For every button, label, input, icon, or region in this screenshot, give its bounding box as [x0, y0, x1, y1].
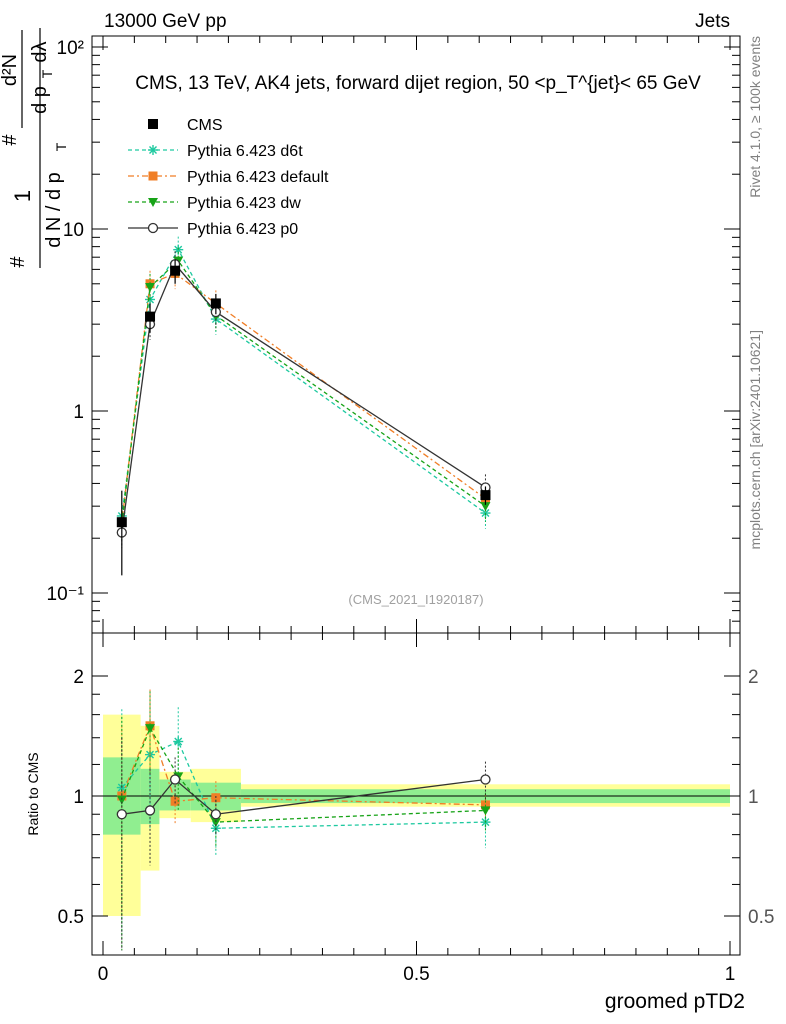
ratio-point — [144, 805, 156, 816]
energy-label: 13000 GeV pp — [104, 11, 227, 32]
series-layer — [116, 236, 491, 576]
legend-label: Pythia 6.423 p0 — [187, 221, 298, 238]
y-label-lambda: dλ — [29, 41, 51, 62]
y-label-numer-denom: d p — [29, 86, 51, 114]
legend-marker — [148, 145, 158, 155]
legend-item: Pythia 6.423 p0 — [128, 221, 298, 238]
series-line — [121, 259, 486, 524]
y-tick-label: 10 — [63, 220, 84, 241]
ratio-point — [170, 796, 180, 806]
legend-label: Pythia 6.423 dw — [187, 195, 301, 212]
ratio-tick-label-right: 0.5 — [748, 907, 774, 928]
data-point — [116, 517, 127, 528]
ratio-uncertainty-bands — [92, 714, 740, 916]
x-tick-label: 0.5 — [403, 964, 429, 985]
series-line — [121, 272, 486, 523]
legend-label: Pythia 6.423 d6t — [187, 143, 303, 160]
side-version-label: Rivet 4.1.0, ≥ 100k events — [747, 36, 763, 198]
series-star — [116, 236, 491, 532]
axis-ticks: 0 0.5 1 10⁻¹ 1 10 10² 0.5 0.5 1 1 2 2 — [47, 36, 774, 985]
data-point — [170, 265, 181, 276]
y-label-sub-2: T — [39, 69, 55, 78]
ratio-point — [480, 806, 491, 816]
ratio-line — [121, 740, 486, 829]
series-line — [121, 248, 486, 517]
series-line — [121, 263, 486, 533]
ratio-series-circle — [116, 737, 491, 951]
ratio-y-label: Ratio to CMS — [25, 752, 41, 835]
y-label-hash-2: # — [0, 134, 21, 146]
series-circle — [116, 251, 491, 549]
ratio-point — [480, 774, 491, 785]
data-point — [210, 298, 221, 309]
series-cms-data — [116, 259, 491, 576]
ratio-tick-label-right: 2 — [748, 667, 759, 688]
series-point — [145, 283, 156, 293]
legend-item: Pythia 6.423 dw — [128, 195, 301, 212]
legend-item: CMS — [148, 117, 223, 134]
legend-marker — [147, 222, 159, 234]
y-label-sub: T — [53, 142, 69, 151]
chart-title: CMS, 13 TeV, AK4 jets, forward dijet reg… — [135, 73, 701, 94]
series-triangle — [116, 247, 491, 540]
category-label: Jets — [695, 11, 730, 32]
legend-label: Pythia 6.423 default — [187, 169, 329, 186]
y-axis-label: 1 d N / d p T # # d²N d p T dλ — [0, 28, 69, 268]
ratio-point — [210, 809, 222, 820]
y-label-denom: d N / d p — [43, 172, 65, 248]
series-point — [480, 502, 491, 512]
ratio-point — [145, 724, 156, 734]
x-tick-label: 1 — [725, 964, 736, 985]
x-tick-label: 0 — [98, 964, 109, 985]
ratio-tick-label-right: 1 — [748, 787, 759, 808]
ratio-point — [173, 736, 184, 747]
data-point — [480, 490, 491, 501]
ratio-tick-label: 0.5 — [58, 907, 84, 928]
ratio-series-star — [116, 702, 491, 935]
y-label-hash: # — [7, 256, 29, 268]
ratio-point — [116, 795, 127, 805]
ratio-tick-label: 2 — [73, 667, 84, 688]
ratio-tick-label: 1 — [73, 787, 84, 808]
y-tick-label: 10² — [57, 38, 84, 59]
ratio-line — [121, 726, 486, 823]
x-axis-label: groomed pTD2 — [605, 990, 745, 1013]
legend: CMS Pythia 6.423 d6t Pythia 6.423 default P… — [128, 117, 329, 238]
y-tick-label: 1 — [73, 402, 84, 423]
legend-marker — [148, 119, 158, 129]
ratio-series-triangle — [116, 691, 491, 951]
legend-marker — [148, 198, 158, 207]
legend-item: Pythia 6.423 d6t — [128, 143, 303, 160]
y-label-one: 1 — [10, 190, 35, 202]
ratio-point — [116, 809, 127, 820]
y-label-numer: d²N — [0, 54, 21, 86]
legend-label: CMS — [187, 117, 223, 134]
ratio-point — [169, 774, 181, 785]
series-square — [117, 260, 490, 538]
side-source-label: mcplots.cern.ch [arXiv:2401.10621] — [747, 330, 763, 549]
ratio-series-layer — [116, 689, 491, 951]
ratio-point — [210, 818, 221, 828]
legend-marker — [148, 171, 158, 181]
data-point — [145, 311, 156, 322]
y-tick-label: 10⁻¹ — [47, 584, 85, 605]
legend-item: Pythia 6.423 default — [128, 169, 329, 186]
analysis-id: (CMS_2021_I1920187) — [348, 592, 483, 607]
